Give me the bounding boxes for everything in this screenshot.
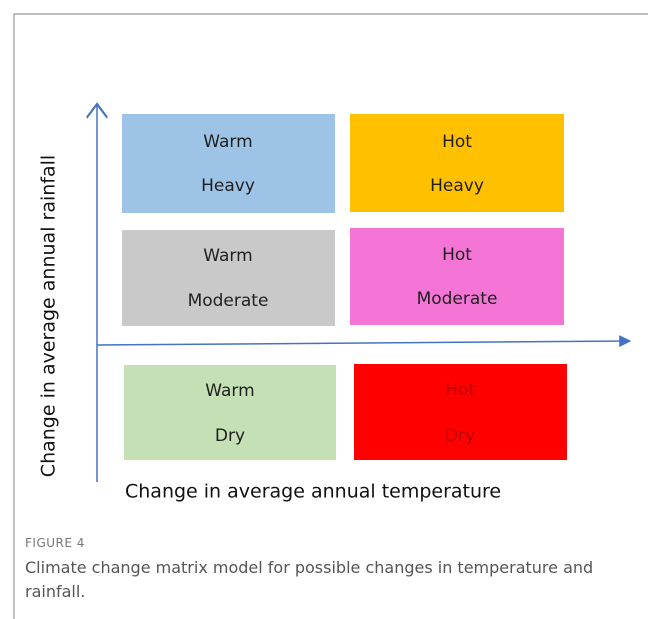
cell-label: Hot: [442, 132, 472, 152]
cell-label: Warm: [203, 246, 252, 266]
cell-label: Hot: [445, 380, 475, 400]
cell-box: [122, 230, 335, 326]
cell-box: [350, 114, 564, 212]
cell-box: [350, 228, 564, 325]
x-axis-label: Change in average annual temperature: [125, 481, 501, 503]
figure-caption: Climate change matrix model for possible…: [25, 558, 594, 601]
cell-label: Moderate: [417, 289, 498, 309]
cell-box: [124, 365, 336, 460]
y-axis-label: Change in average annual rainfall: [38, 155, 60, 477]
cell-box: [354, 364, 567, 460]
cell-label: Warm: [205, 381, 254, 401]
cell-label: Hot: [442, 245, 472, 265]
figure-label: FIGURE 4: [25, 536, 85, 550]
cell-label: Heavy: [430, 176, 484, 196]
cell-label: Heavy: [201, 176, 255, 196]
cell-label: Warm: [203, 132, 252, 152]
frame: [13, 13, 648, 619]
x-axis-arrow: [96, 335, 632, 348]
cell-label: Dry: [445, 426, 475, 446]
cell-label: Dry: [215, 426, 245, 446]
cell-box: [122, 114, 335, 213]
cell-label: Moderate: [188, 291, 269, 311]
